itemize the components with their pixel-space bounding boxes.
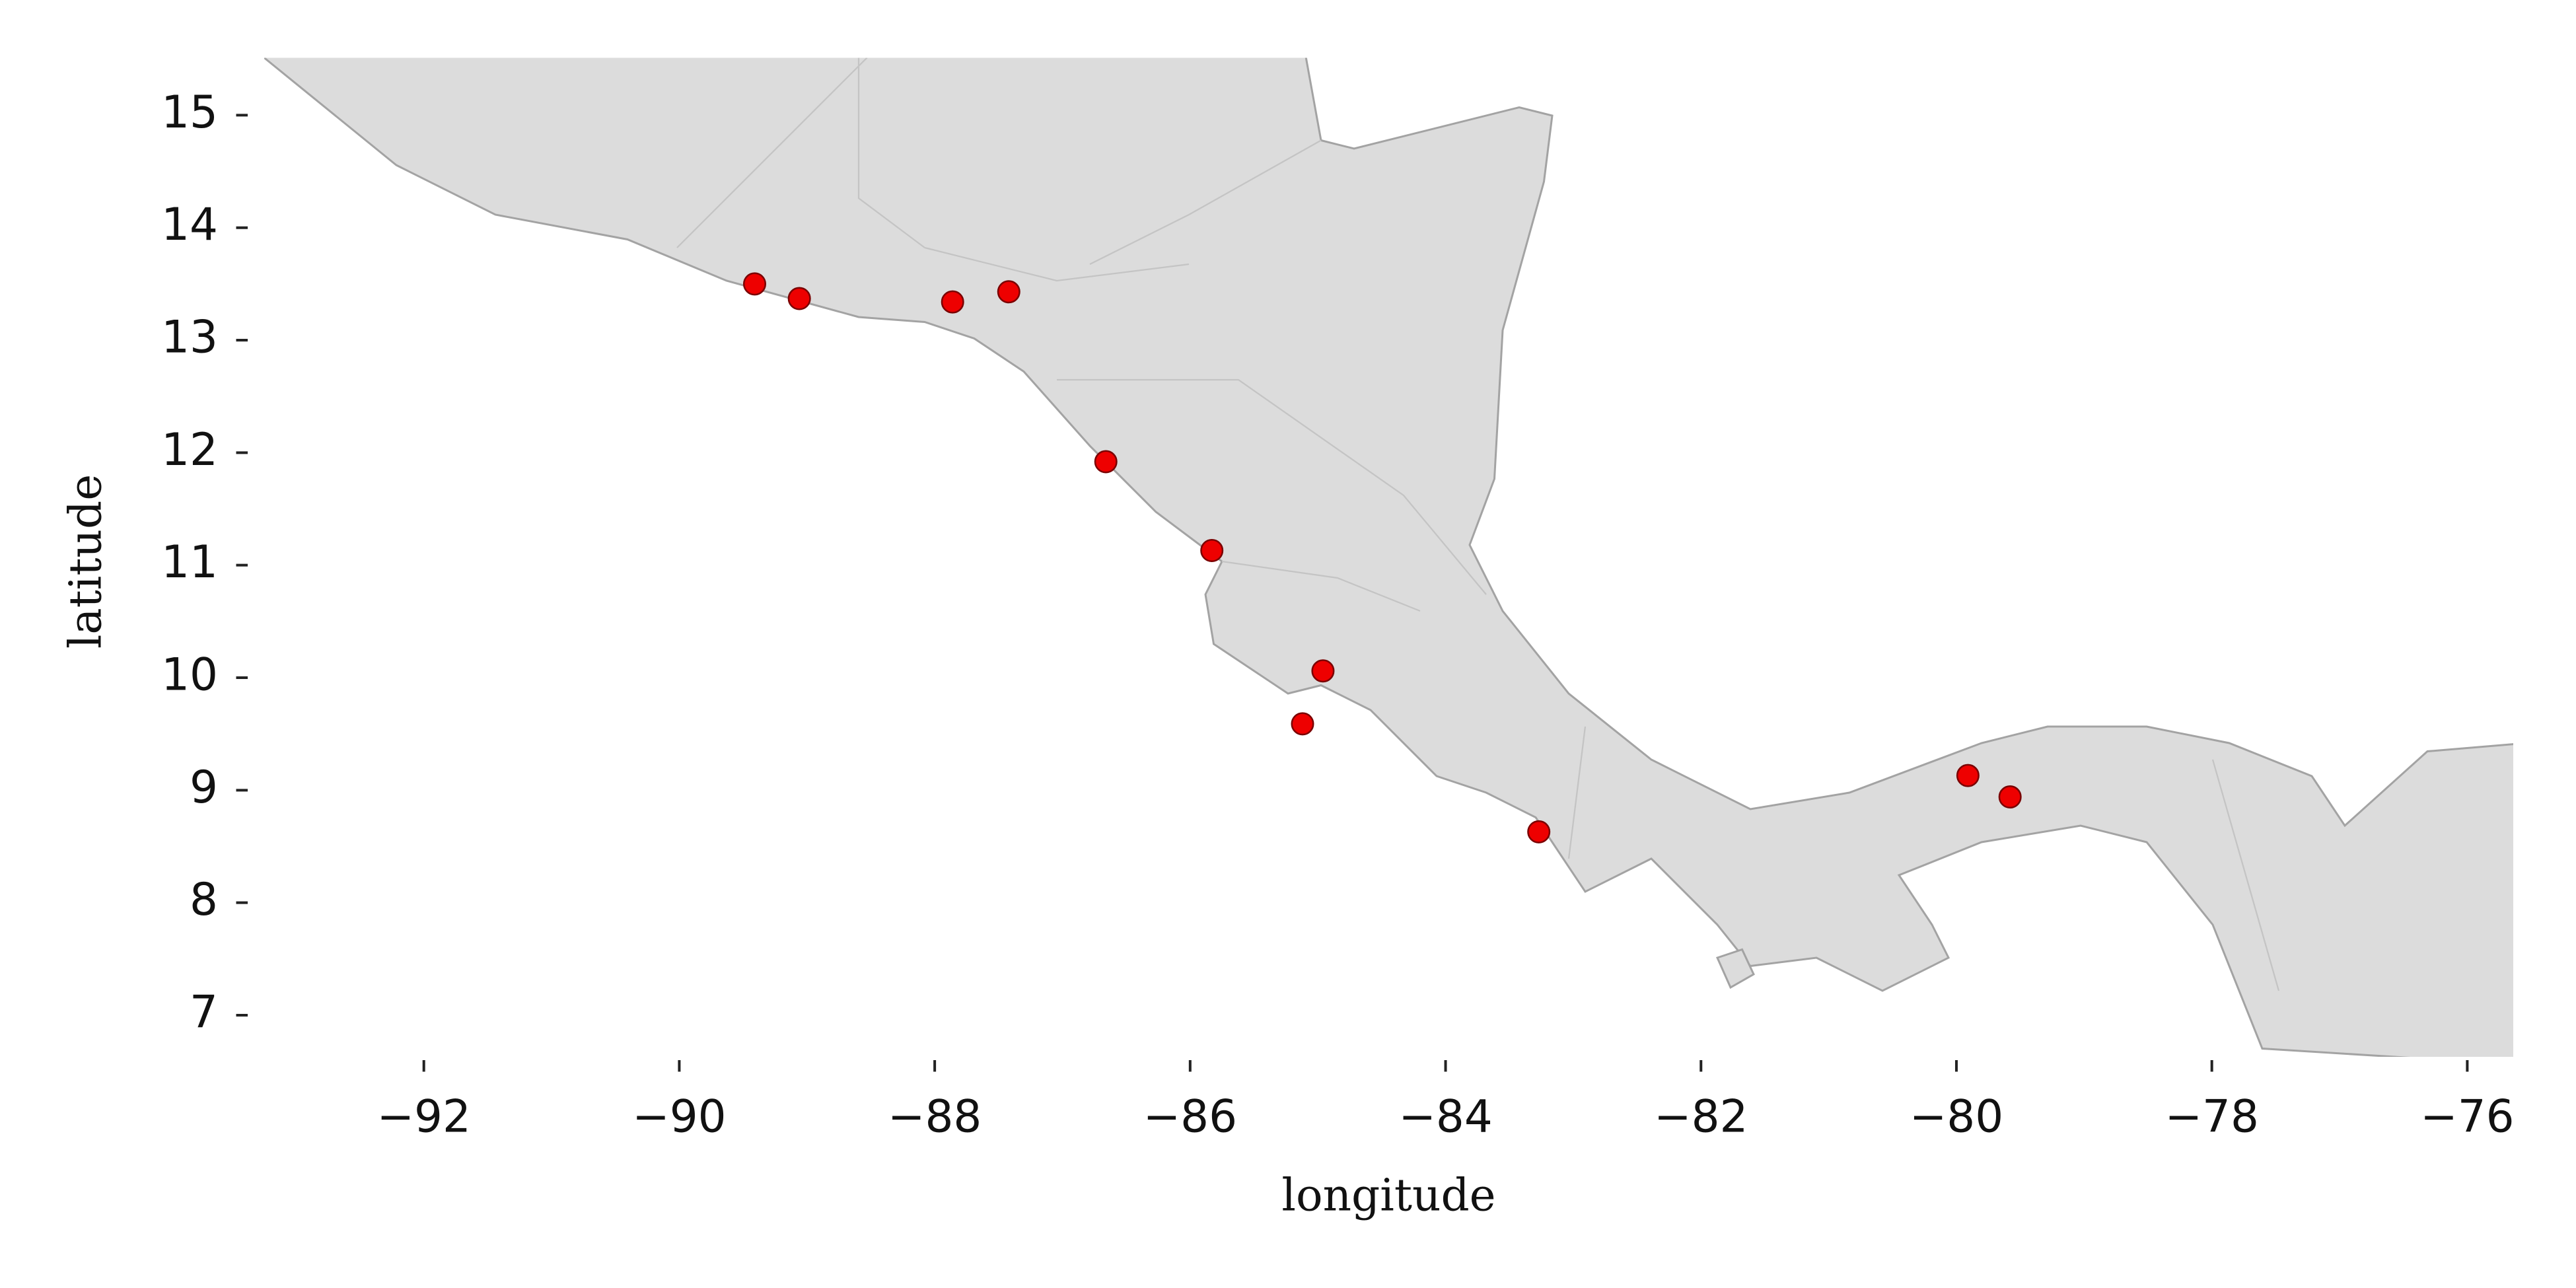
y-axis-label: latitude <box>59 474 112 649</box>
point <box>1291 712 1314 736</box>
x-tick-label: −92 <box>376 1091 470 1143</box>
y-tick-label: 10 <box>161 649 218 701</box>
point <box>1311 659 1335 683</box>
island <box>1715 948 1755 989</box>
x-tick-label: −76 <box>2420 1091 2514 1143</box>
y-tick-label: 13 <box>161 311 218 363</box>
point <box>1200 539 1224 563</box>
x-tick-label: −80 <box>1910 1091 2003 1143</box>
point <box>941 290 964 314</box>
y-tick-label: 11 <box>161 536 218 588</box>
point <box>742 272 766 296</box>
x-tick-label: −88 <box>888 1091 982 1143</box>
y-tick-label: 9 <box>190 761 218 813</box>
map <box>264 57 2513 1057</box>
point <box>1527 820 1551 843</box>
land <box>264 57 2513 1057</box>
point <box>1094 450 1118 474</box>
point <box>787 287 811 310</box>
point <box>1956 764 1980 787</box>
point <box>997 280 1020 304</box>
y-tick-label: 7 <box>190 986 218 1038</box>
x-tick-label: −90 <box>632 1091 726 1143</box>
y-tick-label: 14 <box>161 198 218 250</box>
x-axis-label: longitude <box>1281 1169 1495 1221</box>
x-tick-label: −86 <box>1143 1091 1237 1143</box>
y-tick-label: 12 <box>161 423 218 476</box>
y-tick-label: 15 <box>161 86 218 138</box>
point <box>1998 785 2022 809</box>
country-borders <box>676 57 2280 991</box>
x-tick-label: −84 <box>1398 1091 1492 1143</box>
y-tick-label: 8 <box>190 873 218 925</box>
x-tick-label: −82 <box>1654 1091 1748 1143</box>
x-tick-label: −78 <box>2165 1091 2258 1143</box>
